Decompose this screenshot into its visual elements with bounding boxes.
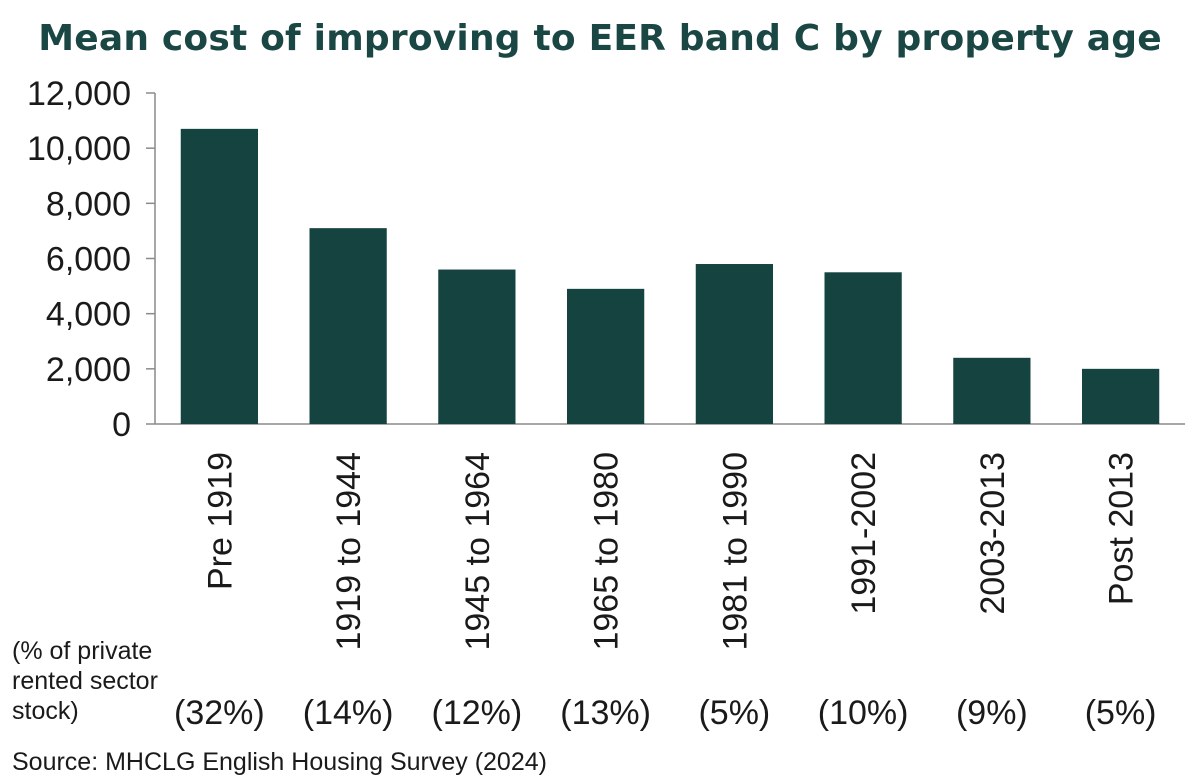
- stock-share-label: (10%): [818, 694, 909, 732]
- bar: [953, 357, 1031, 424]
- y-tick-label: 12,000: [27, 75, 131, 113]
- x-tick-label: 1965 to 1980: [588, 452, 626, 651]
- y-tick-label: 0: [112, 406, 131, 444]
- bar: [695, 264, 773, 424]
- bar: [309, 228, 387, 424]
- y-axis: 0 2,000 4,000 6,000 8,000 10,000 12,000: [27, 75, 156, 444]
- stock-share-label: (14%): [303, 694, 394, 732]
- bars: [180, 128, 1160, 424]
- y-tick-label: 2,000: [46, 351, 131, 389]
- y-tick-label: 8,000: [46, 185, 131, 223]
- bar: [180, 128, 258, 424]
- x-tick-label: 1919 to 1944: [330, 452, 368, 651]
- bar: [824, 272, 902, 424]
- x-tick-label: 1991-2002: [845, 452, 883, 615]
- stock-share-labels: (32%) (14%) (12%) (13%) (5%) (10%) (9%) (5%): [174, 694, 1157, 732]
- stock-share-label: (13%): [560, 694, 651, 732]
- x-tick-label: 1945 to 1964: [459, 452, 497, 651]
- y-tick-label: 4,000: [46, 296, 131, 334]
- x-tick-label: Pre 1919: [201, 452, 239, 590]
- bar: [438, 269, 516, 424]
- stock-share-label: (32%): [174, 694, 265, 732]
- y-tick-label: 10,000: [27, 130, 131, 168]
- source-note: Source: MHCLG English Housing Survey (20…: [12, 748, 547, 776]
- chart-title: Mean cost of improving to EER band C by …: [38, 18, 1162, 59]
- stock-share-label: (5%): [1085, 694, 1157, 732]
- x-tick-label: 1981 to 1990: [716, 452, 754, 651]
- stock-share-label: (12%): [432, 694, 523, 732]
- stock-share-label: (5%): [698, 694, 770, 732]
- bar: [1082, 368, 1160, 424]
- bar: [567, 288, 645, 424]
- category-labels: Pre 1919 1919 to 1944 1945 to 1964 1965 to …: [201, 452, 1140, 651]
- stock-share-label: (9%): [956, 694, 1028, 732]
- x-tick-label: 2003-2013: [974, 452, 1012, 615]
- x-tick-label: Post 2013: [1103, 452, 1141, 605]
- stock-share-note: (% of private rented sector stock): [12, 637, 158, 725]
- y-tick-label: 6,000: [46, 241, 131, 279]
